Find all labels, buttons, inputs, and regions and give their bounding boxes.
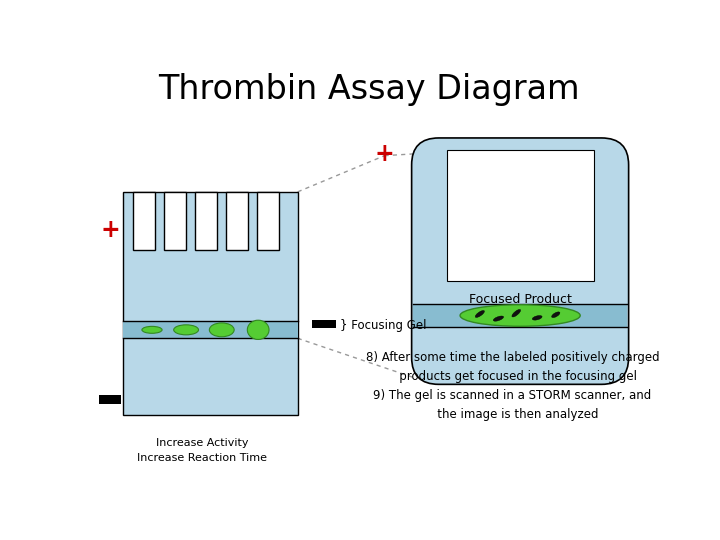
Bar [195,192,217,249]
Ellipse shape [532,315,542,320]
Text: Focused Product: Focused Product [469,293,572,306]
Bar [99,395,121,404]
Text: 8) After some time the labeled positively charged
   products get focused in the: 8) After some time the labeled positivel… [366,351,660,421]
Text: Thrombin Assay Diagram: Thrombin Assay Diagram [158,73,580,106]
Bar [258,192,279,249]
FancyBboxPatch shape [412,138,629,384]
Ellipse shape [493,316,503,321]
Ellipse shape [475,310,485,318]
Ellipse shape [552,312,560,318]
Text: } Focusing Gel: } Focusing Gel [340,320,426,333]
Bar [122,192,297,415]
Bar [122,321,297,338]
Ellipse shape [210,323,234,337]
Bar [164,192,186,249]
Ellipse shape [248,320,269,340]
Bar [133,192,155,249]
Text: +: + [374,142,395,166]
Ellipse shape [142,326,162,333]
Bar [312,320,336,328]
Ellipse shape [460,305,580,326]
Ellipse shape [512,309,521,317]
Bar [413,304,627,327]
Ellipse shape [174,325,199,335]
Bar [446,150,594,281]
Text: Increase Activity
Increase Reaction Time: Increase Activity Increase Reaction Time [138,438,267,463]
Bar [226,192,248,249]
Text: +: + [100,218,120,242]
